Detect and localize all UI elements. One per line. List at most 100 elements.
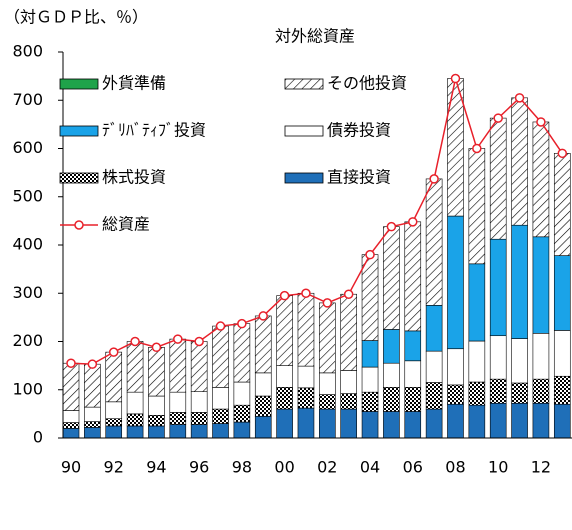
x-tick-label: 04 — [360, 458, 380, 477]
bar-segment — [361, 340, 379, 368]
bar-segment — [233, 323, 251, 383]
total-marker — [301, 288, 311, 298]
y-tick-label: 500 — [12, 186, 43, 205]
x-tick-label: 98 — [232, 458, 252, 477]
x-tick-label: 96 — [189, 458, 209, 477]
bar-segment — [297, 387, 315, 409]
bar-segment — [84, 427, 101, 439]
bar-segment — [84, 406, 101, 422]
bar-segment — [468, 148, 486, 265]
x-tick-label: 06 — [403, 458, 423, 477]
bar-segment — [254, 372, 272, 397]
bar-segment — [169, 424, 187, 439]
bar-segment — [276, 295, 293, 366]
x-tick-label: 00 — [274, 458, 294, 477]
total-marker — [322, 298, 333, 308]
bar-segment — [532, 402, 550, 439]
legend-swatch — [59, 78, 99, 90]
bar-segment — [425, 408, 443, 439]
subtitle: （対ＧＤＰ比、％） — [4, 8, 148, 27]
bar-segment — [212, 387, 229, 410]
bar-segment — [447, 348, 464, 386]
bar-segment — [190, 341, 208, 392]
bar-segment — [383, 387, 400, 412]
x-tick-label: 92 — [104, 458, 124, 477]
bar-segment — [425, 305, 443, 352]
total-marker — [194, 336, 204, 347]
total-marker — [108, 347, 119, 357]
legend-swatch — [284, 125, 324, 137]
legend-swatch — [59, 172, 99, 184]
total-marker — [429, 174, 439, 184]
bar-segment — [319, 302, 336, 374]
bar-segment — [254, 395, 272, 417]
bar-segment — [425, 350, 443, 383]
bar-segment — [126, 391, 144, 415]
total-marker — [536, 117, 546, 127]
bar-segment — [553, 255, 571, 331]
x-tick-label: 12 — [531, 458, 551, 477]
bar-segment — [105, 401, 123, 420]
bar-segment — [63, 422, 80, 429]
bar-segment — [297, 292, 315, 367]
bar-segment — [511, 382, 528, 404]
bar-segment — [425, 382, 443, 410]
bar-segment — [468, 340, 486, 383]
y-tick-label: 800 — [12, 42, 43, 61]
bar-segment — [297, 407, 315, 439]
chart-title: 対外総資産 — [275, 27, 355, 46]
total-marker — [66, 358, 76, 368]
x-tick-label: 10 — [488, 458, 508, 477]
bar-segment — [276, 365, 293, 388]
x-tick-label: 02 — [317, 458, 337, 477]
bar-segment — [340, 370, 357, 394]
total-marker — [557, 148, 568, 159]
y-tick-label: 700 — [12, 90, 43, 109]
bar-segment — [532, 378, 550, 404]
bar-segment — [468, 404, 486, 439]
bar-segment — [254, 415, 272, 439]
legend-label: その他投資 — [327, 74, 407, 93]
bar-segment — [105, 351, 123, 403]
bar-segment — [276, 408, 293, 439]
y-tick-label: 0 — [33, 428, 43, 447]
bar-segment — [319, 408, 336, 439]
bar-segment — [148, 395, 165, 416]
bar-segment — [340, 393, 357, 410]
bar-segment — [169, 412, 187, 425]
bar-segment — [84, 363, 101, 408]
bar-segment — [105, 425, 123, 439]
bar-segment — [361, 254, 379, 341]
bar-segment — [511, 402, 528, 439]
bar-segment — [404, 411, 422, 439]
bar-segment — [404, 330, 422, 362]
bar-segment — [105, 418, 123, 427]
total-marker — [450, 73, 461, 84]
bar-segment — [126, 425, 144, 439]
x-tick-label: 94 — [146, 458, 166, 477]
total-marker — [130, 336, 140, 347]
total-marker — [279, 290, 290, 301]
bar-segment — [126, 341, 144, 393]
bar-segment — [63, 410, 80, 423]
bar-segment — [383, 329, 400, 364]
bar-segment — [553, 375, 571, 405]
bar-segment — [489, 117, 507, 240]
bar-segment — [553, 330, 571, 377]
bar-segment — [511, 338, 528, 384]
bar-segment — [361, 411, 379, 439]
bar-segment — [63, 362, 80, 411]
bar-segment — [468, 381, 486, 406]
bar-segment — [511, 224, 528, 339]
y-tick-label: 600 — [12, 138, 43, 157]
legend-label: 株式投資 — [102, 168, 166, 187]
total-marker — [386, 221, 397, 232]
total-marker — [151, 342, 162, 353]
total-marker — [514, 93, 525, 103]
total-marker — [215, 321, 226, 331]
bar-segment — [361, 391, 379, 412]
legend-swatch — [59, 125, 99, 137]
bar-segment — [190, 412, 208, 425]
